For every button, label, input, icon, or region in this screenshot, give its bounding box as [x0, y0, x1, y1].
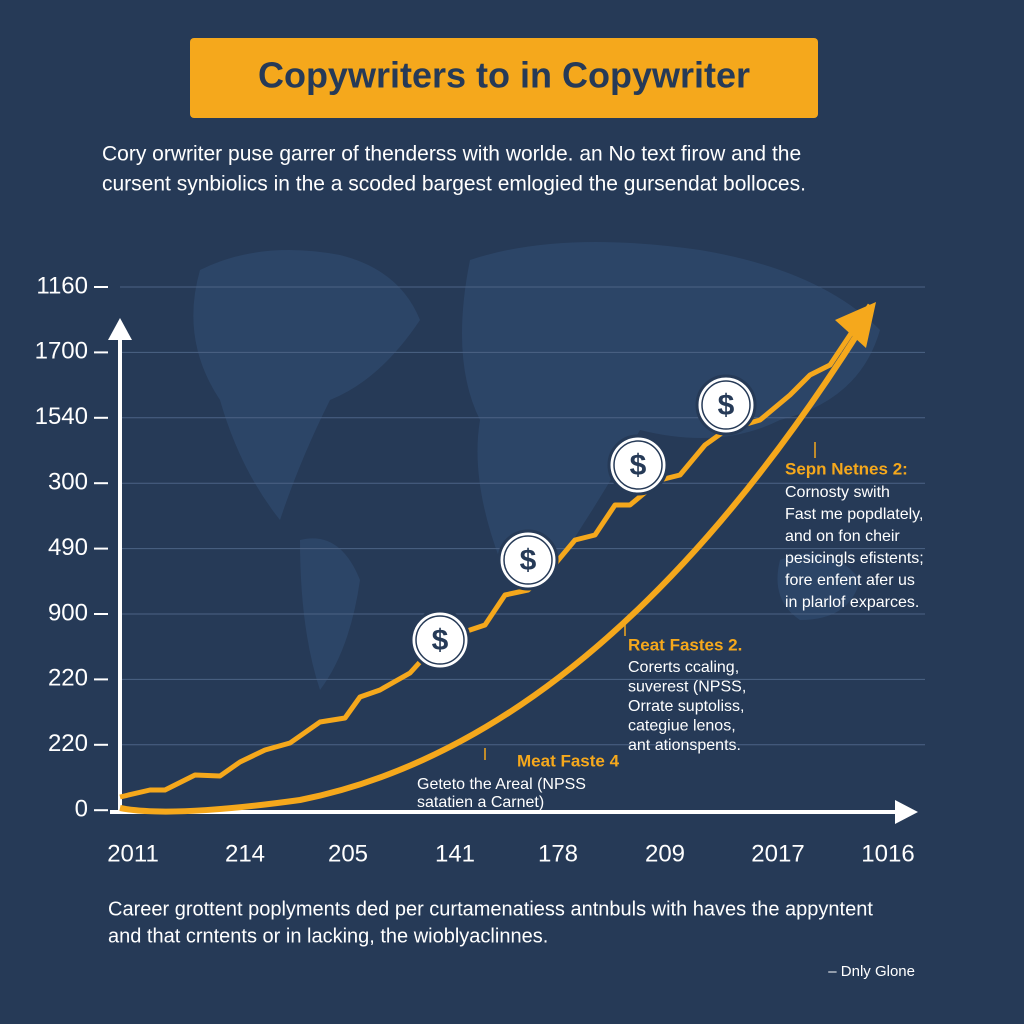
annotation-heading: Sepn Netnes 2:: [785, 459, 908, 478]
annotation-line: Orrate suptoliss,: [628, 698, 744, 715]
growth-curve: [119, 328, 863, 815]
x-axis-label: 1016: [861, 840, 914, 867]
x-axis-label: 214: [225, 840, 265, 867]
annotation-line: satatien a Carnet): [417, 794, 544, 811]
y-axis-label: 0: [75, 796, 88, 823]
annotation-line: Cornosty swith: [785, 484, 890, 501]
y-axis-label: 220: [48, 665, 88, 692]
annotation-line: in plarlof exparces.: [785, 594, 919, 611]
y-axis-label: 1160: [36, 272, 88, 299]
x-axis-label: 2017: [751, 840, 804, 867]
y-axis-label: 490: [48, 534, 88, 561]
credit: – Dnly Glone: [828, 963, 915, 980]
x-axis-label: 209: [645, 840, 685, 867]
annotation-heading: Reat Fastes 2.: [628, 635, 742, 654]
y-axis-label: 220: [48, 730, 88, 757]
x-axis-label: 2011: [107, 840, 159, 867]
x-axis-label: 141: [435, 840, 475, 867]
annotation-line: Geteto the Areal (NPSS: [417, 776, 586, 793]
annotation-line: suverest (NPSS,: [628, 679, 746, 696]
annotation-line: categiue lenos,: [628, 718, 736, 735]
world-map: [193, 242, 880, 690]
annotation-line: fore enfent afer us: [785, 572, 915, 589]
annotation-line: Fast me popdlately,: [785, 506, 923, 523]
coin-ring: [613, 440, 663, 490]
coin: [409, 609, 471, 671]
coin: [497, 529, 559, 591]
y-axis-label: 1540: [35, 403, 88, 430]
coin-ring: [503, 535, 553, 585]
grid: [120, 286, 925, 746]
coin: [607, 434, 669, 496]
x-axis-label: 178: [538, 840, 578, 867]
footer-line: and that crntents or in lacking, the wio…: [108, 925, 548, 947]
y-axis-label: 900: [48, 599, 88, 626]
annotation-pointers: [484, 442, 816, 760]
annotation-line: pesicingls efistents;: [785, 550, 924, 567]
coin-symbol: $: [520, 544, 537, 577]
title: Copywriters to in Copywriter: [258, 55, 750, 96]
subtitle-line: cursent synbiolics in the a scoded barge…: [102, 173, 806, 196]
title-box: [190, 38, 818, 118]
coin-symbol: $: [432, 624, 449, 657]
subtitle-line: Cory orwriter puse garrer of thenderss w…: [102, 143, 801, 166]
annotation-heading: Meat Faste 4: [517, 751, 620, 770]
coin-symbol: $: [718, 389, 735, 422]
coin-ring: [701, 380, 751, 430]
axes: [108, 318, 918, 824]
annotation-line: Corerts ccaling,: [628, 659, 739, 676]
annotation-line: ant ationspents.: [628, 737, 741, 754]
footer-line: Career grottent poplyments ded per curta…: [108, 898, 873, 920]
y-axis-label: 300: [48, 469, 88, 496]
coin: [695, 374, 757, 436]
coin-symbol: $: [630, 449, 647, 482]
coin-ring: [415, 615, 465, 665]
x-axis-label: 205: [328, 840, 368, 867]
annotation-line: and on fon cheir: [785, 528, 900, 545]
y-axis-label: 1700: [35, 338, 88, 365]
